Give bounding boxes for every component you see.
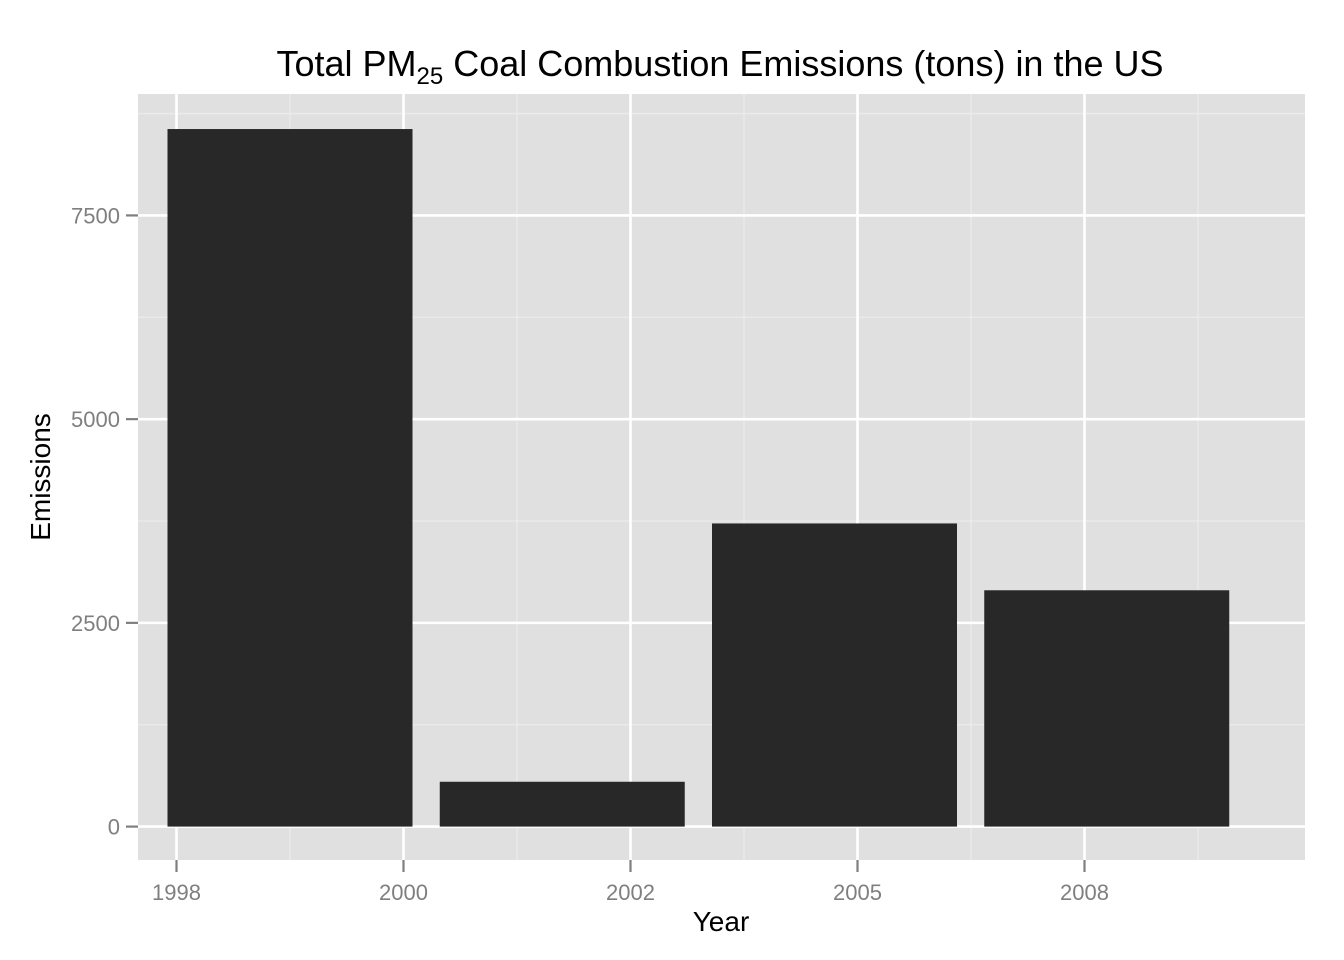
x-tick-label: 1998 [152,880,201,905]
tick-labels: 0 2500 5000 7500 1998 2000 2002 2005 2008 [71,203,1109,905]
y-tick-label: 7500 [71,203,120,228]
x-tick-label: 2005 [833,880,882,905]
y-tick-label: 5000 [71,407,120,432]
y-tick-label: 2500 [71,611,120,636]
x-axis-title: Year [693,906,750,937]
x-tick-label: 2002 [606,880,655,905]
chart-title-subscript: 25 [417,63,444,90]
x-tick-label: 2000 [379,880,428,905]
bar-2002 [439,781,685,827]
chart-title-prefix: Total PM [276,43,416,84]
bar-2005 [712,523,957,827]
chart-title-suffix: Coal Combustion Emissions (tons) in the … [443,43,1163,84]
bars [167,129,1230,827]
chart-title: Total PM25 Coal Combustion Emissions (to… [276,43,1163,90]
bar-1999 [167,129,413,827]
y-axis-title: Emissions [25,413,56,541]
bar-2008 [984,590,1230,827]
y-tick-label: 0 [108,815,120,840]
axis-ticks [126,214,1086,872]
x-tick-label: 2008 [1060,880,1109,905]
